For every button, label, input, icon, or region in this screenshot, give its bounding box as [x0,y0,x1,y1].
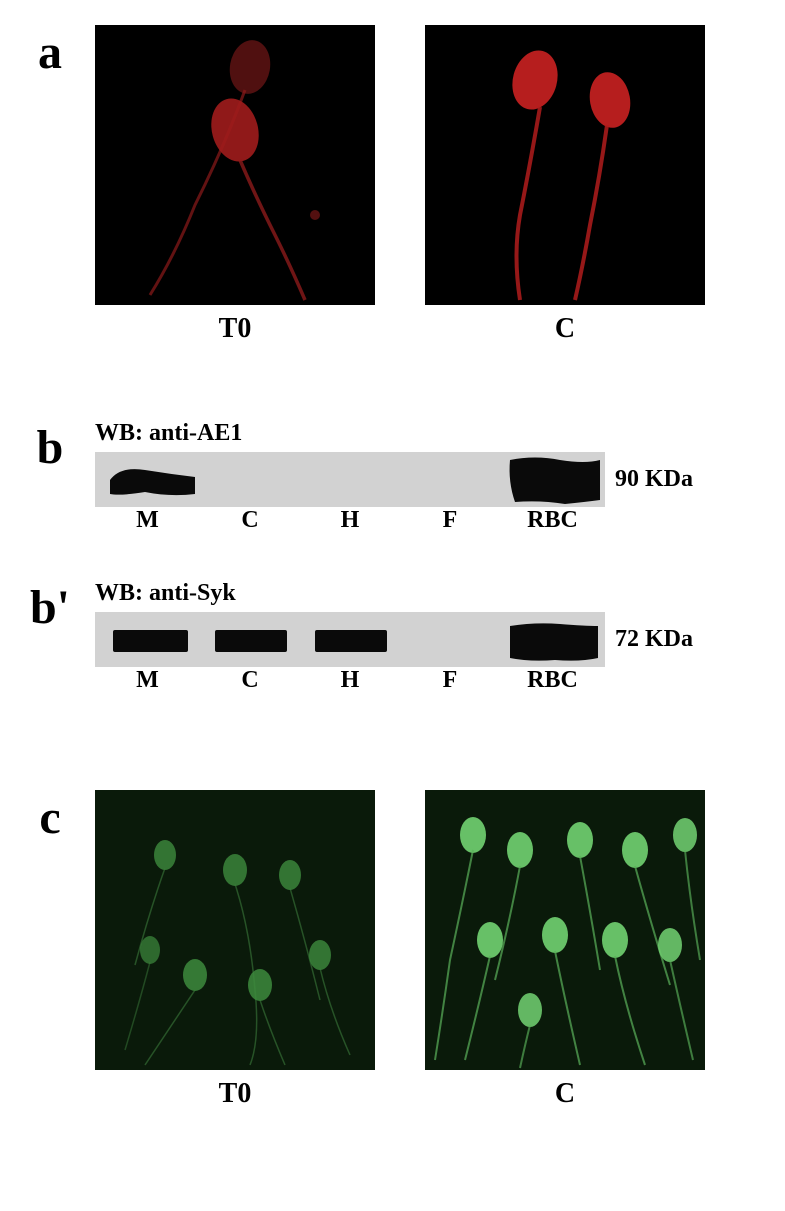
lane-label-rbc-2: RBC [500,667,605,694]
panel-c-c-block: C [425,790,705,1110]
panel-c-c-caption: C [555,1078,575,1110]
lane-label-m-2: M [95,667,200,694]
panel-c-c-image [425,790,705,1070]
lane-label-c-2: C [200,667,300,694]
panel-b-wb-row: 90 KDa [95,452,693,507]
panel-a-c-caption: C [555,313,575,345]
lane-label-h: H [300,507,400,534]
panel-a-label: a [20,25,80,80]
panel-b-prime-mw-label: 72 KDa [615,626,693,653]
panel-b-prime-content: WB: anti-Syk 72 KDa M C H F RBC [95,580,693,694]
panel-c-t0-block: T0 [95,790,375,1110]
panel-b-mw-label: 90 KDa [615,466,693,493]
panel-b-prime-wb-title: WB: anti-Syk [95,580,693,607]
panel-a-t0-caption: T0 [219,313,252,345]
panel-a-t0-block: T0 [95,25,375,345]
lane-label-m: M [95,507,200,534]
panel-b-wb-title: WB: anti-AE1 [95,420,693,447]
lane-label-f-2: F [400,667,500,694]
panel-c-t0-image [95,790,375,1070]
panel-c: c [20,790,705,1110]
panel-a-t0-image [95,25,375,305]
panel-b-prime-band-area [95,612,605,667]
lane-label-f: F [400,507,500,534]
panel-b-lane-labels: M C H F RBC [95,507,605,534]
panel-a-c-image [425,25,705,305]
panel-b-prime-label: b' [20,580,80,635]
lane-label-c: C [200,507,300,534]
panel-c-image-pair: T0 [95,790,705,1110]
panel-a-c-block: C [425,25,705,345]
panel-b-prime: b' WB: anti-Syk 72 KDa M C H F RBC [20,580,693,694]
panel-b-band-area [95,452,605,507]
panel-c-content: T0 [95,790,705,1110]
panel-b-label: b [20,420,80,475]
lane-label-rbc: RBC [500,507,605,534]
lane-label-h-2: H [300,667,400,694]
panel-a-image-pair: T0 C [95,25,705,345]
panel-b-content: WB: anti-AE1 90 KDa M C H F RBC [95,420,693,534]
panel-c-t0-caption: T0 [219,1078,252,1110]
panel-a: a T0 [20,25,705,345]
panel-b-prime-wb-row: 72 KDa [95,612,693,667]
panel-b-prime-lane-labels: M C H F RBC [95,667,605,694]
panel-b: b WB: anti-AE1 90 KDa M C H F RBC [20,420,693,534]
panel-a-content: T0 C [95,25,705,345]
panel-c-label: c [20,790,80,845]
